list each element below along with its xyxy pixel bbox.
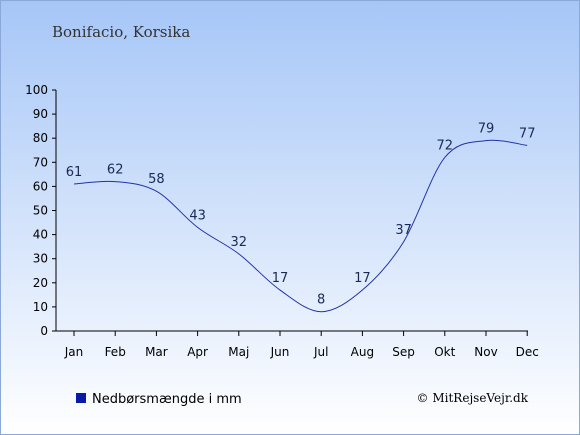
data-label: 79	[478, 122, 495, 137]
chart-title: Bonifacio, Korsika	[52, 23, 190, 41]
data-label: 37	[395, 223, 412, 238]
y-tick-label: 40	[33, 228, 48, 242]
y-tick-label: 70	[33, 155, 48, 169]
y-tick-label: 30	[33, 252, 48, 266]
legend-label: Nedbørsmængde i mm	[92, 392, 242, 407]
x-tick-label: Sep	[392, 345, 415, 359]
x-tick-label: Aug	[351, 345, 374, 359]
legend: Nedbørsmængde i mm	[76, 392, 242, 407]
data-label: 43	[189, 208, 206, 223]
series-line	[73, 139, 528, 313]
x-tick-label: Nov	[474, 345, 497, 359]
data-label: 8	[317, 293, 325, 308]
y-tick-label: 90	[33, 107, 48, 121]
data-label: 77	[519, 126, 536, 141]
credit-text: © MitRejseVejr.dk	[417, 391, 529, 405]
y-tick-label: 80	[33, 131, 48, 145]
y-tick-label: 20	[33, 276, 48, 290]
data-label: 72	[437, 138, 454, 153]
data-label: 62	[107, 163, 124, 178]
x-tick-label: Maj	[228, 345, 249, 359]
y-tick-label: 10	[33, 300, 48, 314]
data-label: 61	[66, 165, 83, 180]
x-tick-label: Feb	[105, 345, 126, 359]
data-label: 58	[148, 172, 165, 187]
x-tick-label: Jul	[313, 345, 328, 359]
x-axis: Jan Feb Mar Apr Maj Jun Jul Aug Sep Okt Nov Dec	[56, 330, 539, 359]
y-tick-label: 0	[40, 324, 48, 338]
data-label: 32	[231, 235, 248, 250]
x-tick-label: Dec	[516, 345, 539, 359]
data-labels: 61 62 58 43 32 17 8 17 37 72 79 77	[66, 122, 536, 308]
y-tick-label: 60	[33, 179, 48, 193]
data-label: 17	[272, 271, 289, 286]
data-label: 17	[354, 271, 371, 286]
x-tick-label: Mar	[145, 345, 168, 359]
y-tick-label: 50	[33, 204, 48, 218]
legend-marker	[76, 393, 86, 403]
y-tick-label: 100	[25, 83, 48, 97]
x-tick-label: Jan	[64, 345, 84, 359]
x-tick-label: Okt	[434, 345, 455, 359]
x-tick-label: Jun	[270, 345, 290, 359]
y-axis: 0 10 20 30 40 50 60 70 80 90 100	[25, 83, 57, 338]
x-tick-label: Apr	[187, 345, 208, 359]
